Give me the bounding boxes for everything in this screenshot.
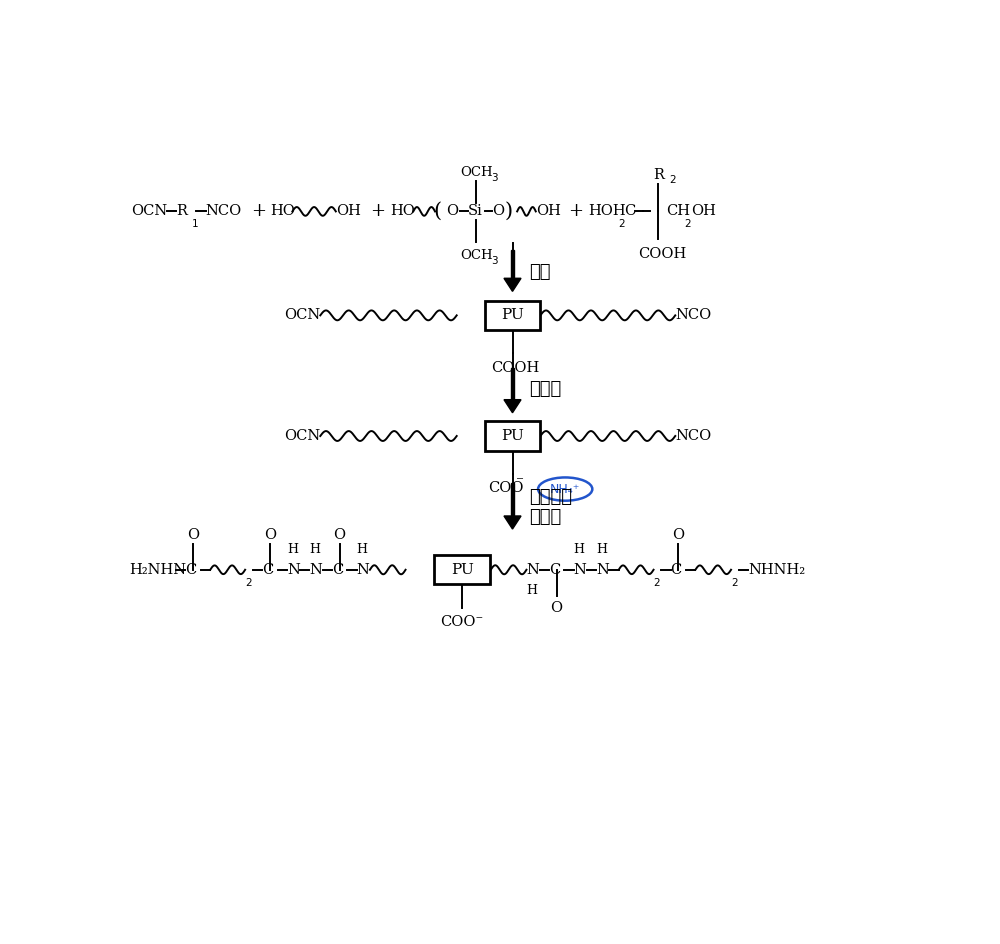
Text: (: ( [433, 202, 442, 221]
Text: PU: PU [501, 429, 524, 443]
Text: N: N [357, 563, 370, 577]
Text: C: C [671, 563, 682, 577]
Text: N: N [574, 563, 587, 577]
Polygon shape [504, 399, 521, 413]
Text: 2: 2 [669, 176, 676, 185]
Text: 2: 2 [619, 219, 625, 228]
Text: Si: Si [468, 205, 482, 218]
Text: NCO: NCO [675, 429, 712, 443]
Polygon shape [504, 516, 521, 529]
Text: O: O [264, 528, 276, 542]
Text: PU: PU [451, 563, 474, 577]
Text: H: H [574, 543, 585, 556]
Text: 3: 3 [492, 173, 498, 183]
Polygon shape [511, 250, 514, 278]
Text: COOH: COOH [638, 246, 686, 261]
Text: NCO: NCO [675, 309, 712, 322]
Text: R: R [654, 168, 664, 182]
Text: HO: HO [271, 205, 296, 218]
Text: 2: 2 [685, 219, 691, 228]
Polygon shape [511, 482, 514, 516]
Text: N: N [287, 563, 300, 577]
Text: N: N [309, 563, 322, 577]
Text: COOH: COOH [491, 361, 539, 375]
Text: H: H [357, 543, 368, 556]
Text: C: C [185, 563, 197, 577]
Text: HO: HO [390, 205, 415, 218]
Bar [434, 555, 490, 584]
Text: OCN: OCN [131, 205, 167, 218]
Text: COO: COO [488, 481, 523, 496]
Text: NHNH₂: NHNH₂ [748, 563, 805, 577]
Text: H: H [309, 543, 320, 556]
Text: HOH: HOH [588, 205, 626, 218]
Text: COO⁻: COO⁻ [440, 615, 483, 629]
Text: ): ) [505, 202, 513, 221]
Text: OH: OH [336, 205, 361, 218]
Text: OH: OH [536, 205, 561, 218]
Text: PU: PU [501, 309, 524, 322]
Ellipse shape [538, 478, 592, 500]
Text: +: + [569, 202, 584, 220]
Text: +: + [251, 202, 266, 220]
Text: 水溶液: 水溶液 [530, 509, 562, 527]
Text: OCN: OCN [284, 309, 320, 322]
Text: OCN: OCN [284, 429, 320, 443]
Text: O: O [187, 528, 199, 542]
Text: C: C [624, 205, 635, 218]
Polygon shape [511, 367, 514, 399]
Text: O: O [550, 600, 563, 615]
Text: 2: 2 [245, 578, 252, 588]
Text: 2: 2 [731, 578, 738, 588]
Text: 3: 3 [492, 256, 498, 266]
Text: O: O [492, 205, 504, 218]
Text: OH: OH [691, 205, 716, 218]
Text: 预聚: 预聚 [530, 262, 551, 280]
Text: O: O [333, 528, 346, 542]
Text: +: + [370, 202, 385, 220]
Text: 己二酰联: 己二酰联 [530, 488, 573, 506]
Text: N: N [526, 563, 539, 577]
Text: C: C [332, 563, 343, 577]
Text: 三乙胺: 三乙胺 [530, 380, 562, 398]
Text: C: C [549, 563, 560, 577]
Text: NCO: NCO [206, 205, 242, 218]
Text: N: N [596, 563, 609, 577]
Polygon shape [504, 278, 521, 292]
Text: OCH: OCH [461, 248, 493, 261]
Text: H: H [287, 543, 298, 556]
Text: C: C [262, 563, 273, 577]
Bar [485, 421, 540, 450]
Text: CH: CH [666, 205, 690, 218]
Text: 2: 2 [654, 578, 660, 588]
Bar [485, 301, 540, 329]
Text: O: O [446, 205, 458, 218]
Text: H₂NHN: H₂NHN [129, 563, 186, 577]
Text: R: R [176, 205, 187, 218]
Text: ⁻: ⁻ [516, 477, 524, 490]
Text: OCH: OCH [461, 165, 493, 178]
Text: H: H [526, 583, 537, 597]
Text: NH₄⁺: NH₄⁺ [550, 482, 580, 496]
Text: H: H [596, 543, 607, 556]
Text: 1: 1 [192, 219, 198, 228]
Text: O: O [672, 528, 684, 542]
